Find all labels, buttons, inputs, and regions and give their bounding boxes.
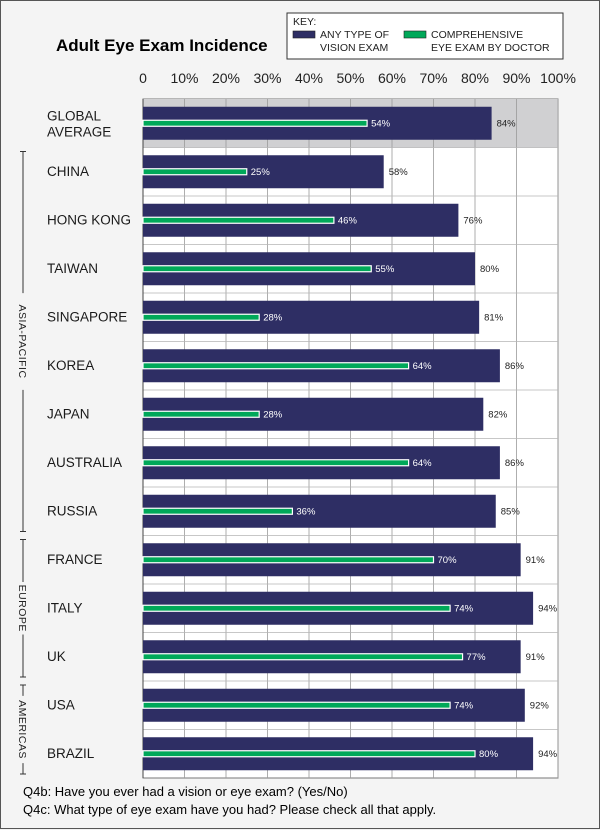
- bar-comprehensive-exam: [142, 507, 293, 515]
- bar-comprehensive-exam: [142, 459, 410, 467]
- category-label: SINGAPORE: [47, 309, 127, 324]
- x-tick-label: 20%: [212, 70, 240, 86]
- bar-comprehensive-exam: [142, 265, 372, 273]
- value-label-any-vision-exam: 80%: [480, 264, 500, 275]
- value-label-comprehensive-exam: 54%: [371, 118, 391, 129]
- value-label-comprehensive-exam: 77%: [467, 652, 487, 663]
- x-tick-label: 50%: [336, 70, 364, 86]
- value-label-comprehensive-exam: 46%: [338, 215, 358, 226]
- region-label: AMERICAS: [16, 700, 28, 759]
- value-label-comprehensive-exam: 28%: [263, 409, 283, 420]
- x-tick-label: 30%: [253, 70, 281, 86]
- value-label-comprehensive-exam: 36%: [296, 506, 316, 517]
- grid: [142, 98, 559, 779]
- value-label-any-vision-exam: 81%: [484, 312, 504, 323]
- legend-entry-label: COMPREHENSIVE: [431, 29, 523, 41]
- legend-entry-label: ANY TYPE OF: [320, 29, 389, 41]
- bar-comprehensive-exam: [142, 119, 368, 127]
- value-label-any-vision-exam: 92%: [530, 700, 550, 711]
- bar-comprehensive-exam: [142, 653, 464, 661]
- bar-comprehensive-exam: [142, 313, 260, 321]
- x-tick-label: 100%: [540, 70, 576, 86]
- value-label-any-vision-exam: 91%: [526, 555, 546, 566]
- legend-entry-label: VISION EXAM: [320, 42, 388, 54]
- x-tick-label: 10%: [170, 70, 198, 86]
- category-label-line: GLOBAL: [47, 108, 102, 123]
- legend-swatch: [292, 30, 316, 39]
- category-label: GLOBAL AVERAGE: [47, 108, 111, 139]
- region-label: EUROPE: [16, 585, 28, 632]
- chart-title: Adult Eye Exam Incidence: [56, 36, 268, 55]
- x-tick-label: 90%: [502, 70, 530, 86]
- value-label-comprehensive-exam: 70%: [438, 555, 458, 566]
- value-label-comprehensive-exam: 64%: [413, 458, 433, 469]
- x-tick-label: 0: [139, 70, 147, 86]
- x-tick-label: 60%: [378, 70, 406, 86]
- value-label-comprehensive-exam: 64%: [413, 361, 433, 372]
- category-label: FRANCE: [47, 552, 103, 567]
- bar-comprehensive-exam: [142, 750, 476, 758]
- legend-entry-label: EYE EXAM BY DOCTOR: [431, 42, 550, 54]
- category-label: ITALY: [47, 600, 83, 615]
- legend-key-label: KEY:: [293, 16, 316, 28]
- value-label-any-vision-exam: 91%: [526, 652, 546, 663]
- value-label-comprehensive-exam: 74%: [454, 700, 474, 711]
- legend-swatch: [403, 30, 427, 39]
- value-label-comprehensive-exam: 25%: [251, 167, 271, 178]
- value-label-any-vision-exam: 84%: [497, 118, 517, 129]
- bar-comprehensive-exam: [142, 701, 451, 709]
- value-label-any-vision-exam: 86%: [505, 361, 525, 372]
- region-label: ASIA-PACIFIC: [16, 304, 28, 378]
- category-label: USA: [47, 697, 75, 712]
- x-axis-ticks: 0 10% 20% 30% 40% 50% 60% 70% 80% 90% 100%: [139, 70, 576, 86]
- bar-comprehensive-exam: [142, 410, 260, 418]
- value-label-any-vision-exam: 94%: [538, 603, 558, 614]
- category-label: CHINA: [47, 164, 89, 179]
- value-label-any-vision-exam: 58%: [389, 167, 409, 178]
- category-label: RUSSIA: [47, 503, 97, 518]
- footnote-q4b: Q4b: Have you ever had a vision or eye e…: [23, 784, 348, 799]
- category-label-line: AVERAGE: [47, 124, 111, 139]
- value-label-any-vision-exam: 86%: [505, 458, 525, 469]
- value-label-any-vision-exam: 82%: [488, 409, 508, 420]
- value-label-comprehensive-exam: 80%: [479, 749, 499, 760]
- footnote-q4c: Q4c: What type of eye exam have you had?…: [23, 802, 436, 817]
- bar-comprehensive-exam: [142, 556, 435, 564]
- category-label: HONG KONG: [47, 212, 131, 227]
- category-label: JAPAN: [47, 406, 90, 421]
- value-label-any-vision-exam: 94%: [538, 749, 558, 760]
- bars: GLOBAL AVERAGE 84% 54% CHINA 58% 25% HONG KONG 7…: [47, 106, 558, 771]
- x-tick-label: 40%: [295, 70, 323, 86]
- region-groups: ASIA-PACIFIC EUROPE AMERICAS: [16, 151, 28, 775]
- x-tick-label: 80%: [461, 70, 489, 86]
- value-label-comprehensive-exam: 28%: [263, 312, 283, 323]
- category-label: KOREA: [47, 358, 94, 373]
- category-label: TAIWAN: [47, 261, 98, 276]
- bar-comprehensive-exam: [142, 168, 248, 176]
- value-label-comprehensive-exam: 74%: [454, 603, 474, 614]
- value-label-comprehensive-exam: 55%: [375, 264, 395, 275]
- category-label: UK: [47, 649, 66, 664]
- bar-comprehensive-exam: [142, 604, 451, 612]
- category-label: AUSTRALIA: [47, 455, 122, 470]
- value-label-any-vision-exam: 85%: [501, 506, 521, 517]
- value-label-any-vision-exam: 76%: [463, 215, 483, 226]
- x-tick-label: 70%: [419, 70, 447, 86]
- bar-comprehensive-exam: [142, 362, 410, 370]
- bar-comprehensive-exam: [142, 216, 335, 224]
- category-label: BRAZIL: [47, 746, 95, 761]
